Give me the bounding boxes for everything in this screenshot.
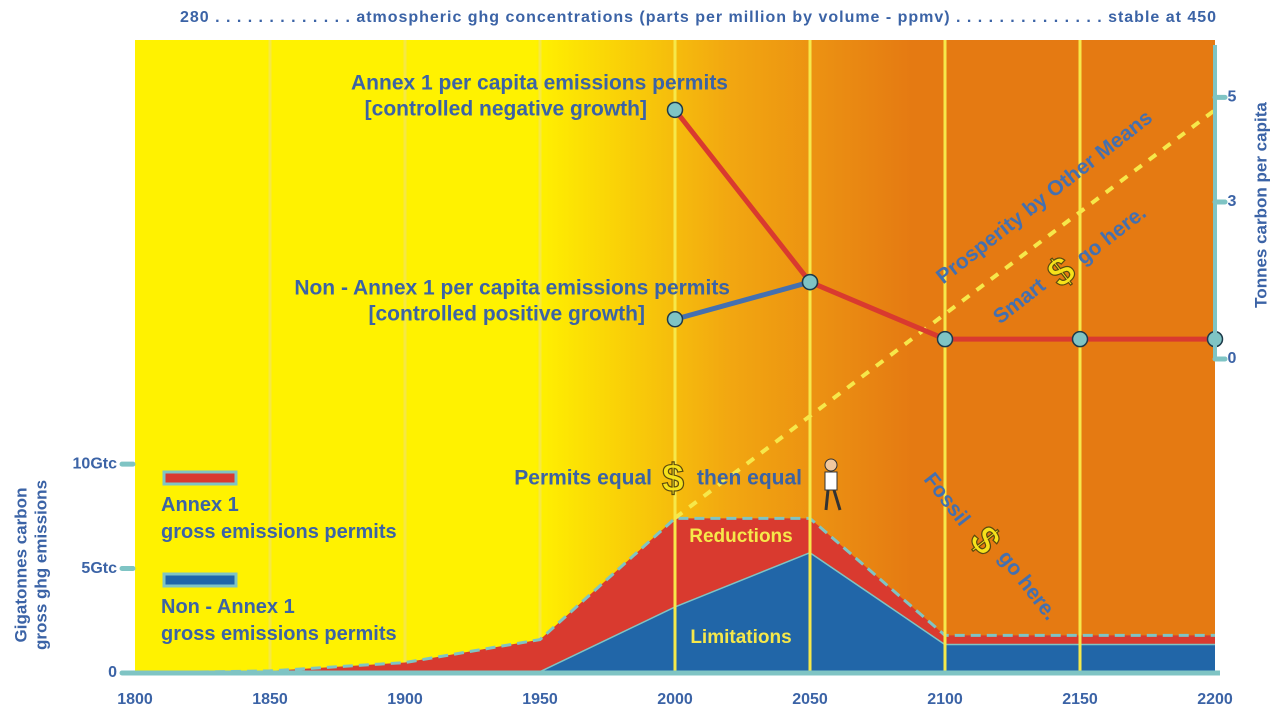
- chart-title: 280 . . . . . . . . . . . . . atmospheri…: [180, 9, 1216, 26]
- legend-label: Annex 1 gross emissions permits: [161, 492, 397, 546]
- x-tick-label: 1950: [522, 691, 558, 708]
- page: 280 . . . . . . . . . . . . . atmospheri…: [0, 0, 1280, 713]
- y-tick-label: 0: [108, 664, 117, 681]
- annotation: Reductions: [689, 526, 792, 547]
- point: [668, 102, 683, 117]
- y2-tick-label: 0: [1228, 350, 1237, 367]
- legend-swatch: [164, 472, 236, 484]
- annotation: $: [662, 457, 684, 501]
- series-label: Annex 1 per capita emissions permits: [351, 72, 728, 95]
- annotation: [controlled negative growth]: [365, 98, 647, 121]
- x-tick-label: 2100: [927, 691, 963, 708]
- y-tick-label: 10Gtc: [73, 455, 118, 472]
- legend-label: Non - Annex 1 gross emissions permits: [161, 594, 397, 648]
- y2-tick-label: 3: [1228, 193, 1237, 210]
- point: [1073, 332, 1088, 347]
- legend-swatch: [164, 574, 236, 586]
- point: [938, 332, 953, 347]
- annotation: Limitations: [690, 627, 791, 648]
- x-tick-label: 1800: [117, 691, 153, 708]
- y-axis-label: Gigatonnes carbon: [11, 488, 30, 643]
- x-tick-label: 1850: [252, 691, 288, 708]
- x-tick-label: 2050: [792, 691, 828, 708]
- y-tick-label: 5Gtc: [81, 560, 117, 577]
- x-tick-label: 1900: [387, 691, 423, 708]
- y-axis-label: gross ghg emissions: [31, 480, 50, 650]
- annotation: Permits equal: [514, 467, 652, 490]
- y2-tick-label: 5: [1228, 89, 1237, 106]
- annotation: [controlled positive growth]: [369, 303, 646, 326]
- point: [803, 275, 818, 290]
- y2-axis-label: Tonnes carbon per capita: [1251, 102, 1270, 308]
- x-tick-label: 2150: [1062, 691, 1098, 708]
- point: [668, 312, 683, 327]
- series-label: Non - Annex 1 per capita emissions permi…: [294, 277, 730, 300]
- x-tick-label: 2000: [657, 691, 693, 708]
- x-tick-label: 2200: [1197, 691, 1233, 708]
- annotation: then equal: [697, 467, 802, 490]
